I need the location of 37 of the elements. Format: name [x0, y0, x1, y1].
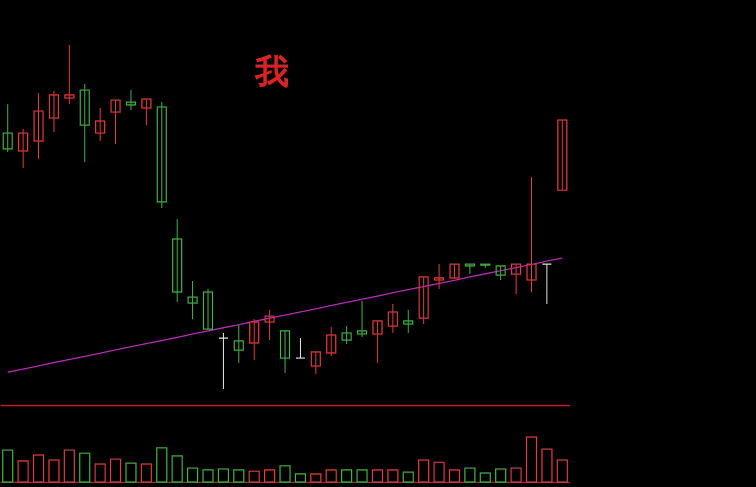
- candlestick: [342, 326, 352, 344]
- candlestick: [110, 99, 121, 145]
- candlestick: [388, 304, 398, 334]
- candlestick: [202, 288, 214, 330]
- candlestick: [172, 218, 182, 302]
- candlestick: [249, 318, 260, 361]
- candlestick: [557, 119, 568, 191]
- candlestick: [264, 309, 275, 341]
- candlestick: [141, 98, 152, 126]
- annotation: 我: [254, 52, 289, 92]
- candlestick: [295, 338, 306, 359]
- candlestick: [310, 351, 321, 374]
- candlestick: [187, 280, 198, 320]
- candlestick: [64, 44, 74, 105]
- candlestick: [80, 83, 90, 162]
- candlestick: [326, 326, 336, 356]
- candlestick: [418, 276, 429, 324]
- candlestick: [464, 264, 475, 275]
- candlestick: [95, 107, 106, 142]
- candlestick: [2, 104, 13, 152]
- candlestick: [234, 324, 244, 364]
- candlestick: [372, 320, 383, 364]
- candlestick: [526, 176, 537, 292]
- candlestick: [33, 92, 44, 160]
- candlestick: [496, 265, 506, 280]
- candlestick: [356, 300, 368, 338]
- candlestick: [449, 264, 460, 278]
- candlestick: [280, 330, 290, 374]
- candlestick: [156, 102, 167, 209]
- candlestick: [542, 264, 552, 305]
- candlestick: [126, 90, 136, 111]
- candlestick: [434, 264, 444, 290]
- candlestick: [18, 128, 28, 169]
- candlestick: [403, 309, 414, 334]
- candlestick: [510, 264, 522, 295]
- candlestick: [218, 332, 228, 390]
- candlestick: [48, 90, 60, 133]
